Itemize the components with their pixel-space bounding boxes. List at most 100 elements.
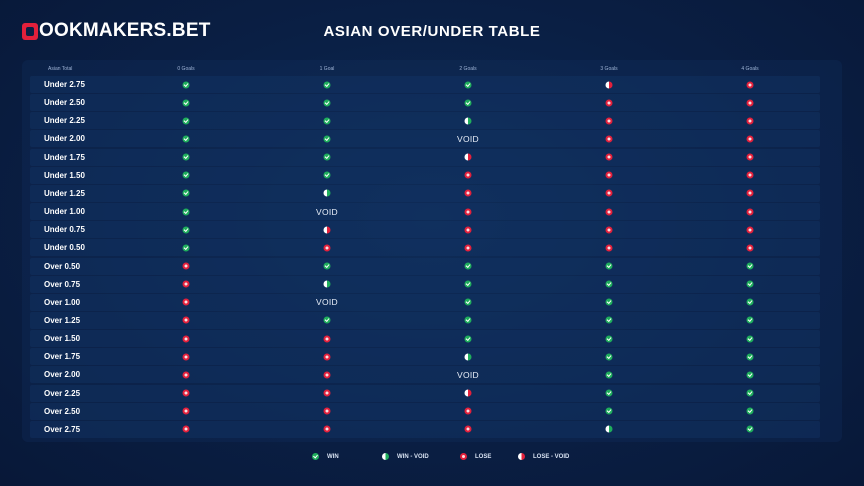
cross-circle-icon — [323, 335, 331, 343]
result-cell — [746, 153, 754, 161]
result-cell — [464, 117, 472, 125]
row-label: Over 2.25 — [44, 388, 81, 398]
table-row — [30, 293, 820, 311]
result-cell — [746, 425, 754, 433]
result-cell — [746, 81, 754, 88]
table-row — [30, 221, 820, 239]
result-cell — [464, 298, 472, 306]
result-cell — [323, 189, 331, 197]
check-circle-icon — [323, 262, 331, 270]
result-cell — [323, 353, 331, 361]
brand-logo[interactable]: OOKMAKERS.BET — [22, 20, 211, 42]
table-row — [30, 366, 820, 384]
table-row — [30, 330, 820, 348]
cross-circle-icon — [464, 407, 472, 415]
cross-circle-icon — [323, 353, 331, 361]
result-cell — [605, 353, 613, 361]
table-row — [30, 311, 820, 329]
check-circle-icon — [746, 280, 754, 288]
result-cell — [323, 316, 331, 324]
check-circle-icon — [746, 298, 754, 306]
table-row — [30, 148, 820, 166]
cross-circle-icon — [464, 244, 472, 252]
table-row — [30, 166, 820, 184]
result-cell — [182, 407, 190, 415]
table-row — [30, 348, 820, 366]
half-check-circle-icon — [323, 189, 331, 197]
check-circle-icon — [605, 280, 613, 288]
result-cell — [182, 425, 190, 433]
result-cell — [464, 316, 472, 324]
row-label: Under 2.00 — [44, 134, 85, 144]
result-cell — [323, 226, 331, 234]
result-cell — [323, 280, 331, 288]
result-cell — [464, 389, 472, 397]
result-cell — [605, 425, 613, 433]
result-cell — [182, 117, 190, 125]
legend-label: WIN — [327, 453, 339, 460]
result-cell — [746, 371, 754, 379]
cross-circle-icon — [746, 153, 754, 161]
result-cell — [323, 335, 331, 343]
check-circle-icon — [605, 389, 613, 397]
legend-label: LOSE — [475, 453, 492, 460]
column-header-goals: 3 Goals — [600, 66, 618, 72]
result-cell — [605, 280, 613, 288]
row-label: Over 2.50 — [44, 406, 81, 416]
check-circle-icon — [464, 99, 472, 107]
result-cell — [746, 117, 754, 125]
result-cell — [182, 189, 190, 197]
result-cell — [323, 117, 331, 125]
check-circle-icon — [746, 407, 754, 415]
result-cell — [605, 407, 613, 415]
cross-circle-icon — [182, 389, 190, 397]
cross-circle-icon — [182, 407, 190, 415]
cross-circle-icon — [746, 135, 754, 143]
check-circle-icon — [464, 298, 472, 306]
result-cell — [746, 335, 754, 343]
result-cell — [746, 316, 754, 324]
cross-circle-icon — [182, 262, 190, 270]
legend-item-losevoid: LOSE - VOID — [518, 453, 569, 460]
void-text: VOID — [316, 297, 338, 308]
result-cell — [323, 135, 331, 143]
result-cell — [182, 244, 190, 252]
result-cell — [605, 226, 613, 234]
result-cell — [464, 425, 472, 433]
cross-circle-icon — [605, 226, 613, 234]
result-cell — [746, 244, 754, 252]
cross-circle-icon — [746, 189, 754, 197]
check-circle-icon — [182, 189, 190, 197]
row-label: Over 2.75 — [44, 424, 81, 434]
half-check-circle-icon — [464, 117, 472, 125]
table-row — [30, 112, 820, 130]
result-cell — [605, 262, 613, 270]
check-circle-icon — [464, 280, 472, 288]
cross-circle-icon — [746, 81, 754, 88]
cross-circle-icon — [182, 316, 190, 324]
result-cell — [746, 262, 754, 270]
row-label: Over 1.25 — [44, 315, 81, 325]
result-cell — [605, 81, 613, 88]
result-cell — [746, 171, 754, 179]
check-circle-icon — [182, 153, 190, 161]
check-circle-icon — [323, 81, 331, 88]
result-cell — [182, 171, 190, 179]
result-cell — [464, 353, 472, 361]
row-label: Over 0.75 — [44, 279, 81, 289]
result-cell — [605, 99, 613, 107]
check-circle-icon — [182, 99, 190, 107]
result-cell — [746, 407, 754, 415]
cross-circle-icon — [746, 208, 754, 216]
table-row — [30, 384, 820, 402]
result-cell — [605, 153, 613, 161]
cross-circle-icon — [323, 425, 331, 433]
column-header-goals: 2 Goals — [459, 66, 477, 72]
result-cell — [323, 171, 331, 179]
half-check-circle-icon — [605, 425, 613, 433]
cross-circle-icon — [460, 453, 467, 460]
result-cell — [323, 153, 331, 161]
result-cell — [605, 135, 613, 143]
result-cell — [746, 389, 754, 397]
cross-circle-icon — [182, 280, 190, 288]
